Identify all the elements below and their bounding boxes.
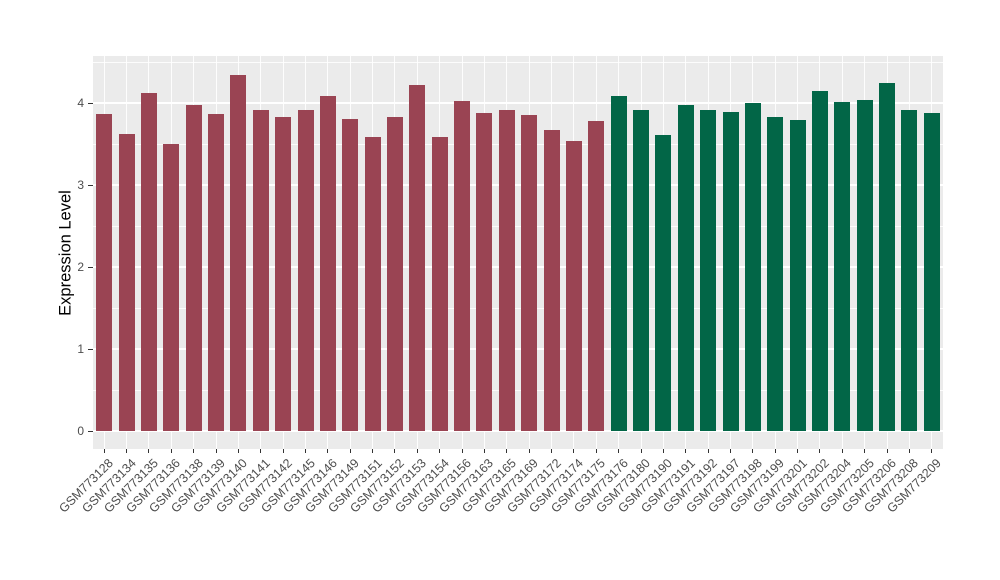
x-tick-mark <box>908 449 910 453</box>
x-tick-mark <box>506 449 508 453</box>
x-tick-mark <box>349 449 351 453</box>
x-tick-mark <box>685 449 687 453</box>
bar-GSM773142 <box>275 116 292 431</box>
bar-GSM773146 <box>319 95 336 431</box>
x-tick-mark <box>752 449 754 453</box>
bar-GSM773208 <box>901 110 918 431</box>
x-tick-mark <box>483 449 485 453</box>
bar-GSM773136 <box>163 144 180 431</box>
x-tick-mark <box>327 449 329 453</box>
x-tick-mark <box>931 449 933 453</box>
bar-GSM773139 <box>208 114 225 431</box>
bar-GSM773169 <box>521 115 538 431</box>
x-tick-mark <box>193 449 195 453</box>
x-tick-mark <box>797 449 799 453</box>
bar-GSM773190 <box>655 134 672 431</box>
x-tick-mark <box>237 449 239 453</box>
x-tick-mark <box>416 449 418 453</box>
gridline-major <box>93 184 943 186</box>
x-tick-mark <box>618 449 620 453</box>
gridline-major <box>93 102 943 104</box>
bar-GSM773128 <box>96 114 113 431</box>
y-tick-label: 0 <box>77 424 84 438</box>
x-tick-mark <box>103 449 105 453</box>
gridline-minor <box>93 308 943 309</box>
bar-GSM773134 <box>118 134 135 431</box>
x-tick-mark <box>170 449 172 453</box>
x-tick-mark <box>126 449 128 453</box>
bar-GSM773198 <box>744 103 761 431</box>
y-tick-label: 2 <box>77 260 84 274</box>
bar-GSM773152 <box>386 116 403 431</box>
x-tick-mark <box>551 449 553 453</box>
bar-GSM773153 <box>409 84 426 431</box>
gridline-minor <box>93 144 943 145</box>
bar-GSM773191 <box>677 104 694 431</box>
x-tick-mark <box>528 449 530 453</box>
x-tick-mark <box>640 449 642 453</box>
x-tick-mark <box>819 449 821 453</box>
bar-GSM773206 <box>879 83 896 431</box>
y-tick-label: 4 <box>77 96 84 110</box>
bar-GSM773154 <box>431 136 448 431</box>
bar-GSM773141 <box>252 110 269 431</box>
bar-GSM773197 <box>722 112 739 431</box>
bar-GSM773172 <box>543 130 560 431</box>
bar-GSM773201 <box>789 120 806 431</box>
bar-GSM773135 <box>140 93 157 431</box>
bar-GSM773202 <box>811 90 828 431</box>
y-tick-mark <box>88 430 93 432</box>
bar-GSM773138 <box>185 105 202 431</box>
plot-panel <box>93 56 943 449</box>
bar-GSM773151 <box>364 137 381 431</box>
x-tick-mark <box>774 449 776 453</box>
y-tick-mark <box>88 348 93 350</box>
bar-GSM773175 <box>588 121 605 431</box>
x-tick-mark <box>886 449 888 453</box>
bar-GSM773176 <box>610 95 627 431</box>
x-tick-mark <box>282 449 284 453</box>
gridline-minor <box>93 62 943 63</box>
x-tick-mark <box>215 449 217 453</box>
bar-GSM773180 <box>633 110 650 431</box>
gridline-major <box>93 348 943 350</box>
bar-GSM773199 <box>767 116 784 431</box>
gridline-major <box>93 266 943 268</box>
bar-GSM773140 <box>230 75 247 431</box>
x-tick-mark <box>394 449 396 453</box>
x-tick-mark <box>148 449 150 453</box>
x-tick-mark <box>730 449 731 453</box>
x-tick-mark <box>260 449 262 453</box>
gridline-minor <box>93 390 943 391</box>
bar-GSM773149 <box>342 119 359 431</box>
x-tick-mark <box>305 449 306 453</box>
y-tick-mark <box>88 184 93 186</box>
bar-GSM773165 <box>498 110 515 431</box>
x-tick-mark <box>864 449 866 453</box>
y-tick-label: 1 <box>77 342 84 356</box>
x-tick-mark <box>595 449 597 453</box>
x-tick-mark <box>372 449 374 453</box>
y-tick-mark <box>88 266 93 268</box>
gridline-major <box>93 430 943 432</box>
bar-GSM773204 <box>834 102 851 431</box>
bar-GSM773205 <box>856 99 873 431</box>
bar-GSM773156 <box>454 101 471 431</box>
x-tick-mark <box>707 449 709 453</box>
bar-GSM773192 <box>700 110 717 431</box>
bar-GSM773145 <box>297 110 314 431</box>
x-tick-mark <box>662 449 664 453</box>
bar-GSM773163 <box>476 112 493 431</box>
gridline-minor <box>93 226 943 227</box>
x-tick-mark <box>841 449 843 453</box>
y-tick-label: 3 <box>77 178 84 192</box>
x-tick-mark <box>439 449 441 453</box>
bar-GSM773174 <box>565 140 582 431</box>
x-tick-mark <box>461 449 463 453</box>
bar-GSM773209 <box>923 112 940 431</box>
x-tick-mark <box>573 449 575 453</box>
y-tick-mark <box>88 102 93 104</box>
y-axis-title: Expression Level <box>56 190 75 316</box>
